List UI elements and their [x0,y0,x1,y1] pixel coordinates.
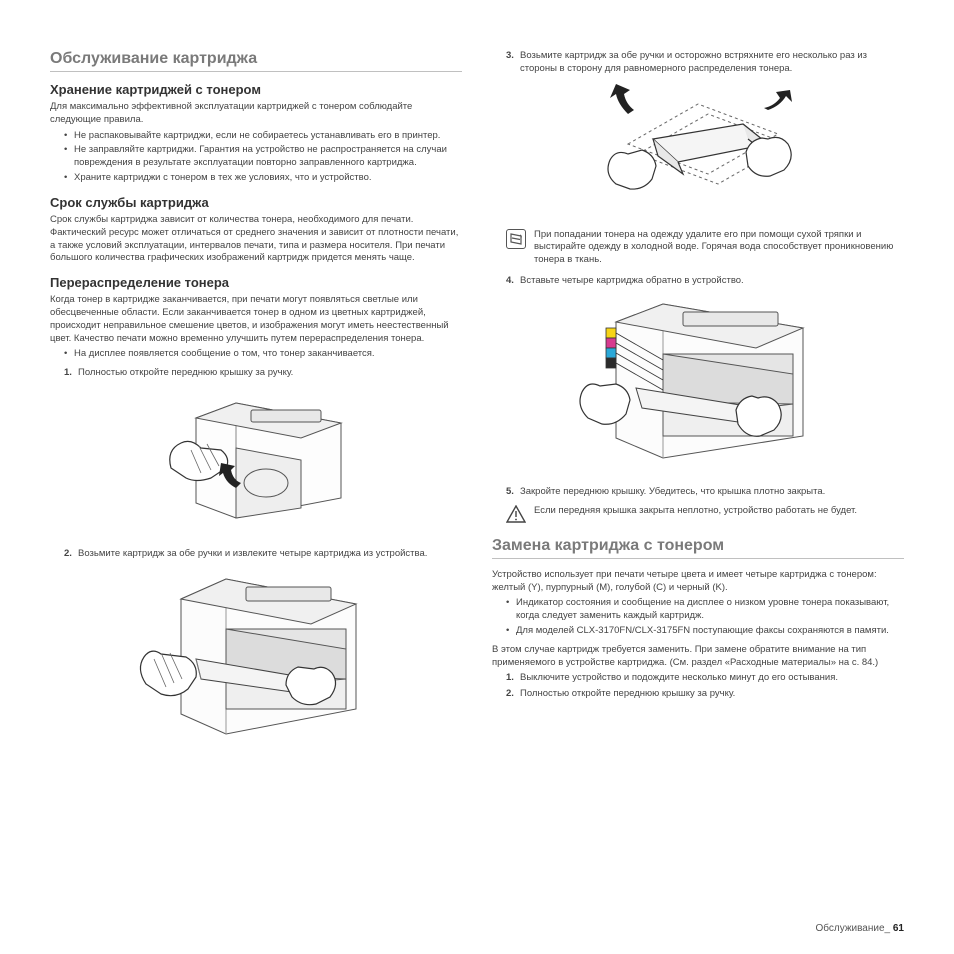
page-number: 61 [893,923,904,934]
steps-continued-4: 4. Вставьте четыре картриджа обратно в ус… [492,275,904,288]
figure-insert-cartridges [492,296,904,476]
list-item: Не распаковывайте картриджи, если не соб… [64,130,462,143]
step-number: 5. [506,486,514,499]
figure-open-cover [50,388,462,538]
step-2: 2. Возьмите картридж за обе ручки и извле… [64,548,462,561]
step-4: 4. Вставьте четыре картриджа обратно в ус… [506,275,904,288]
step-number: 1. [506,672,514,685]
step-3: 3. Возьмите картридж за обе ручки и остор… [506,50,904,76]
steps-continued-5: 5. Закройте переднюю крышку. Убедитесь, ч… [492,486,904,499]
list-item: Не заправляйте картриджи. Гарантия на ус… [64,144,462,170]
two-column-layout: Обслуживание картриджа Хранение картридж… [50,50,904,774]
step-text: Возьмите картридж за обе ручки и осторож… [520,50,867,74]
step-number: 2. [506,688,514,701]
storage-bullets: Не распаковывайте картриджи, если не соб… [50,130,462,185]
note-toner-clothes: При попадании тонера на одежду удалите е… [506,229,904,267]
right-column: 3. Возьмите картридж за обе ручки и остор… [492,50,904,774]
step-1: 1. Выключите устройство и подождите неско… [506,672,904,685]
footer-label: Обслуживание_ [815,923,890,934]
subsection-storage: Хранение картриджей с тонером [50,82,462,97]
step-number: 1. [64,367,72,380]
step-text: Закройте переднюю крышку. Убедитесь, что… [520,486,825,497]
list-item: На дисплее появляется сообщение о том, ч… [64,348,462,361]
subsection-lifespan: Срок службы картриджа [50,195,462,210]
note-icon [506,229,526,249]
list-item: Для моделей CLX-3170FN/CLX-3175FN поступ… [506,625,904,638]
redistribute-steps-cont: 2. Возьмите картридж за обе ручки и извле… [50,548,462,561]
storage-intro: Для максимально эффективной эксплуатации… [50,101,462,127]
step-number: 4. [506,275,514,288]
lifespan-body: Срок службы картриджа зависит от количес… [50,214,462,265]
redistribute-bullet: На дисплее появляется сообщение о том, ч… [50,348,462,361]
page-footer: Обслуживание_ 61 [815,923,904,934]
list-item: Индикатор состояния и сообщение на диспл… [506,597,904,623]
section-title-maintenance: Обслуживание картриджа [50,50,462,72]
step-text: Выключите устройство и подождите несколь… [520,672,838,683]
step-text: Полностью откройте переднюю крышку за ру… [78,367,293,378]
step-2: 2. Полностью откройте переднюю крышку за … [506,688,904,701]
step-number: 2. [64,548,72,561]
step-text: Возьмите картридж за обе ручки и извлеки… [78,548,427,559]
subsection-redistribute: Перераспределение тонера [50,275,462,290]
replace-body2: В этом случае картридж требуется заменит… [492,644,904,670]
step-number: 3. [506,50,514,63]
list-item: Храните картриджи с тонером в тех же усл… [64,172,462,185]
redistribute-steps: 1. Полностью откройте переднюю крышку за … [50,367,462,380]
left-column: Обслуживание картриджа Хранение картридж… [50,50,462,774]
note-text: При попадании тонера на одежду удалите е… [534,229,904,267]
figure-remove-cartridges [50,569,462,764]
step-text: Полностью откройте переднюю крышку за ру… [520,688,735,699]
redistribute-body: Когда тонер в картридже заканчивается, п… [50,294,462,345]
warning-cover: Если передняя крышка закрыта неплотно, у… [506,505,904,523]
warning-icon [506,505,526,523]
replace-bullets: Индикатор состояния и сообщение на диспл… [492,597,904,637]
step-1: 1. Полностью откройте переднюю крышку за … [64,367,462,380]
step-text: Вставьте четыре картриджа обратно в устр… [520,275,744,286]
figure-shake-cartridge [492,84,904,219]
warning-text: Если передняя крышка закрыта неплотно, у… [534,505,857,518]
replace-steps: 1. Выключите устройство и подождите неско… [492,672,904,701]
replace-intro: Устройство использует при печати четыре … [492,569,904,595]
steps-continued: 3. Возьмите картридж за обе ручки и остор… [492,50,904,76]
section-title-replace: Замена картриджа с тонером [492,537,904,559]
step-5: 5. Закройте переднюю крышку. Убедитесь, ч… [506,486,904,499]
